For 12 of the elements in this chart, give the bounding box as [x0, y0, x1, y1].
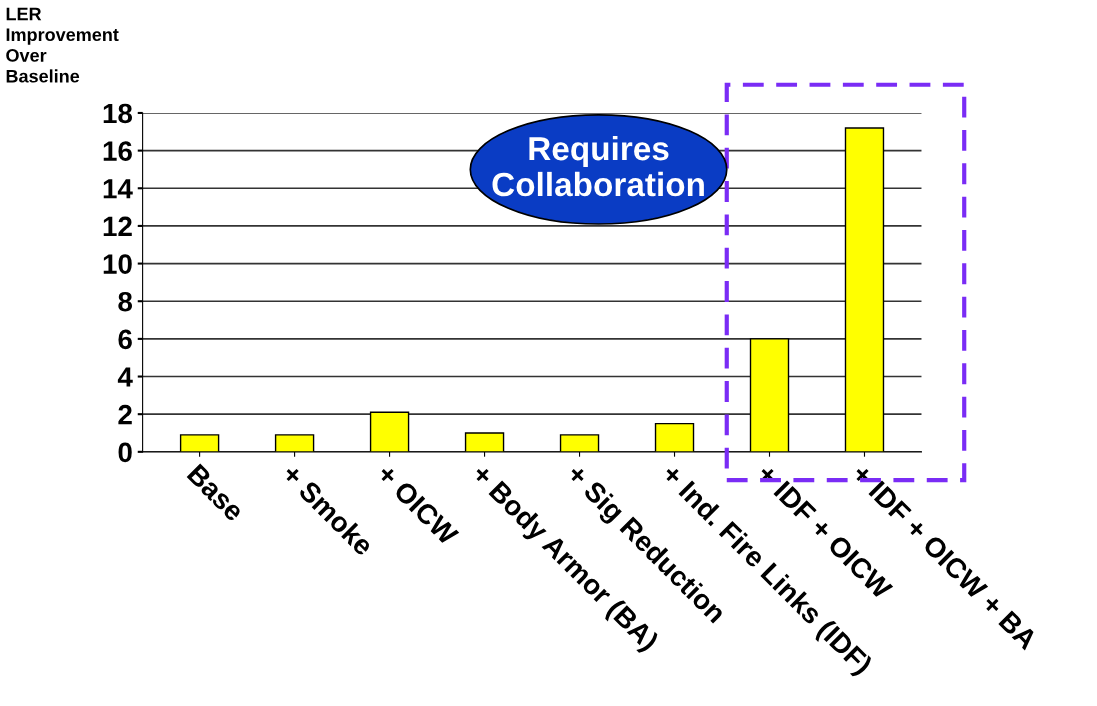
- y-tick-label: 2: [118, 404, 132, 425]
- y-tick-label: 14: [103, 179, 133, 199]
- y-tick-label: 12: [103, 216, 132, 236]
- y-tick-label: 6: [118, 329, 132, 350]
- y-tick-label: 8: [118, 291, 133, 312]
- y-tick-label: 4: [117, 367, 133, 387]
- annotation: Requires Collaboration: [492, 135, 704, 197]
- y-axis-title: LER Improvement Over Baseline: [6, 7, 119, 83]
- y-tick-label: 18: [103, 103, 133, 124]
- y-tick-label: 10: [103, 254, 132, 274]
- y-tick-label: 0: [118, 442, 132, 463]
- y-tick-label: 16: [103, 141, 132, 161]
